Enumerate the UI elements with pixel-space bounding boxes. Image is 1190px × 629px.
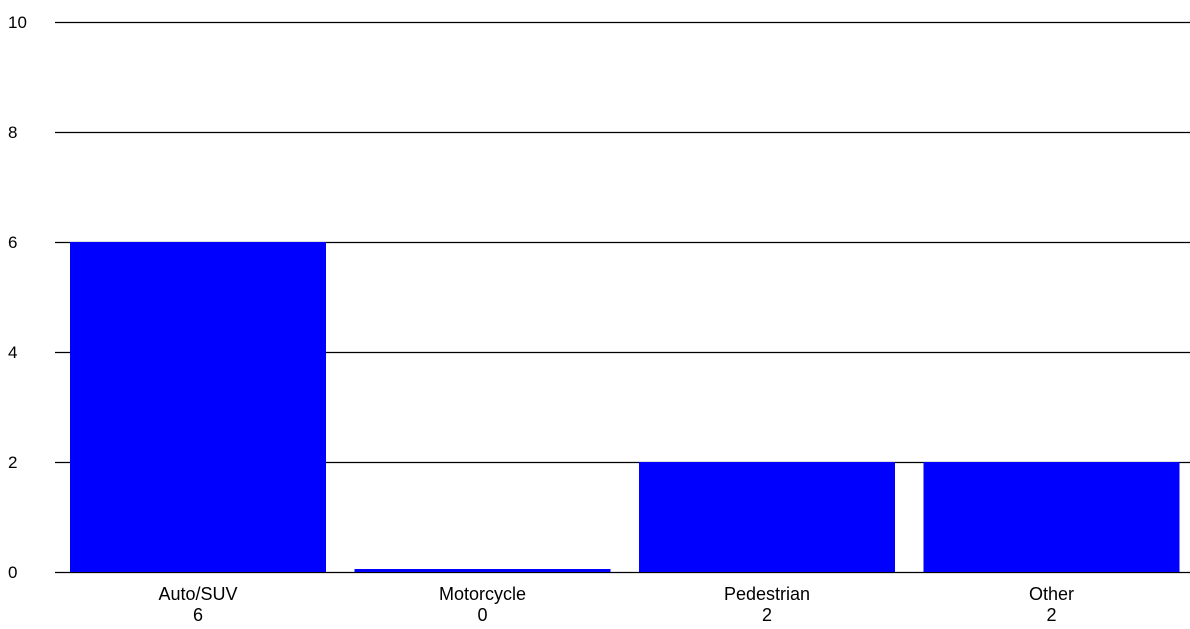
x-value-label: 2 [1046,605,1056,625]
bar-auto-suv [70,242,326,572]
y-tick-label: 0 [8,563,17,582]
x-category-label: Pedestrian [724,584,810,604]
bar-pedestrian [639,462,895,572]
bar-other [923,462,1180,572]
bars [70,242,1180,572]
x-value-label: 2 [762,605,772,625]
y-tick-label: 2 [8,453,17,472]
y-tick-label: 10 [8,13,27,32]
y-axis-ticks: 0 2 4 6 8 10 [8,13,27,582]
y-tick-label: 4 [8,343,17,362]
bar-motorcycle [354,569,611,572]
x-category-label: Motorcycle [439,584,526,604]
x-category-label: Auto/SUV [158,584,237,604]
x-value-label: 6 [193,605,203,625]
y-tick-label: 6 [8,233,17,252]
x-category-label: Other [1029,584,1074,604]
x-value-label: 0 [477,605,487,625]
y-tick-label: 8 [8,123,17,142]
